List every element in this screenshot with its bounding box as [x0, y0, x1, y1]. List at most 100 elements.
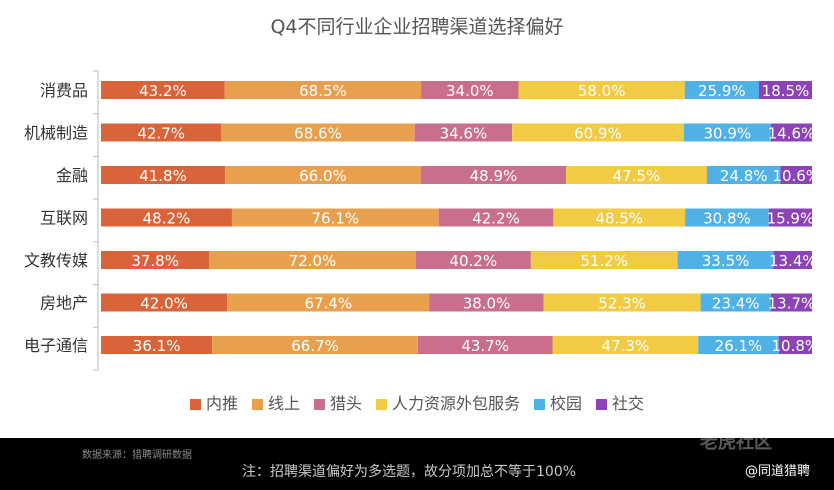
bar-segment [683, 123, 771, 142]
bar-segment [706, 166, 781, 184]
watermark-logo: 老虎社区 [700, 432, 772, 453]
bar-segment [770, 123, 812, 142]
bar-segment [415, 251, 531, 269]
data-label: 14.6% [768, 125, 816, 143]
data-label: 34.6% [440, 125, 488, 143]
legend-swatch [534, 399, 546, 410]
data-label: 67.4% [304, 295, 352, 313]
data-label: 30.8% [703, 210, 751, 228]
data-label: 13.7% [768, 295, 816, 313]
legend-swatch [375, 399, 387, 410]
data-label: 48.2% [143, 210, 191, 228]
bar-segment [438, 208, 554, 227]
data-label: 43.7% [461, 337, 509, 355]
bar-segment [700, 293, 771, 312]
bar-segment [224, 81, 422, 99]
category-label: 文教传媒 [24, 251, 88, 270]
bar-segment [553, 208, 686, 227]
data-label: 42.0% [140, 295, 188, 313]
data-label: 30.9% [703, 125, 751, 143]
data-label: 47.5% [613, 167, 661, 185]
data-label: 51.2% [580, 252, 628, 270]
bar-segment [758, 81, 812, 99]
data-label: 68.5% [299, 82, 347, 100]
bar-segment [773, 251, 812, 269]
category-label: 机械制造 [24, 124, 88, 143]
bar-segment [565, 166, 707, 184]
legend-label: 内推 [206, 394, 238, 413]
bar-segment [421, 81, 519, 99]
legend-label: 线上 [268, 394, 300, 413]
legend-swatch [313, 399, 325, 410]
data-label: 26.1% [715, 337, 763, 355]
category-label: 金融 [56, 166, 88, 185]
data-label: 42.2% [472, 210, 520, 228]
bar-segment [231, 208, 439, 227]
author-handle: @同道猎聘 [745, 464, 811, 479]
bar-segment [101, 293, 228, 312]
bar-segment [552, 336, 699, 354]
data-label: 47.3% [602, 337, 650, 355]
data-label: 38.0% [463, 295, 511, 313]
bar-segment [512, 123, 684, 142]
bar-segment [685, 208, 769, 227]
data-label: 58.0% [578, 82, 626, 100]
legend-label: 人力资源外包服务 [392, 394, 520, 413]
legend-swatch [189, 399, 201, 410]
bar-segment [101, 208, 232, 227]
footnote: 注：招聘渠道偏好为多选题，故分项加总不等于100% [242, 464, 577, 480]
data-label: 23.4% [712, 295, 760, 313]
bar-segment [209, 251, 416, 269]
bar-segment [530, 251, 678, 269]
bar-segment [684, 81, 759, 99]
legend-swatch [596, 399, 608, 410]
bar-segment [770, 293, 812, 312]
data-label: 48.9% [470, 167, 518, 185]
bar-segment [221, 123, 415, 142]
data-label: 36.1% [133, 337, 181, 355]
data-label: 68.6% [294, 125, 342, 143]
data-label: 37.8% [131, 252, 179, 270]
bar-segment [778, 336, 812, 354]
data-label: 15.9% [767, 210, 815, 228]
bar-segment [780, 166, 812, 184]
data-label: 10.6% [772, 167, 820, 185]
source-text: 数据来源：猎聘调研数据 [82, 450, 192, 461]
bar-segment [429, 293, 544, 312]
bar-segment [225, 166, 421, 184]
data-label: 40.2% [449, 252, 497, 270]
bar-segment [518, 81, 685, 99]
data-label: 34.0% [446, 82, 494, 100]
legend-label: 校园 [550, 394, 582, 413]
category-label: 消费品 [40, 81, 88, 100]
bar-segment [101, 336, 213, 354]
data-label: 42.7% [137, 125, 185, 143]
data-label: 66.7% [291, 337, 339, 355]
category-label: 互联网 [40, 209, 88, 228]
data-label: 10.8% [772, 337, 820, 355]
data-label: 41.8% [139, 167, 187, 185]
data-label: 60.9% [574, 125, 622, 143]
data-label: 52.3% [598, 295, 646, 313]
data-label: 76.1% [312, 210, 360, 228]
data-label: 43.2% [139, 82, 187, 100]
chart-title: Q4不同行业企业招聘渠道选择偏好 [270, 16, 563, 38]
legend-label: 社交 [612, 394, 644, 413]
legend-label: 猎头 [330, 394, 362, 413]
bar-segment [101, 123, 222, 142]
bar-segment [212, 336, 418, 354]
bar-segment [768, 208, 812, 227]
bar-segment [417, 336, 553, 354]
bar-segment [543, 293, 701, 312]
bar-segment [227, 293, 430, 312]
bar-segment [420, 166, 566, 184]
category-label: 房地产 [40, 294, 88, 313]
data-label: 25.9% [698, 82, 746, 100]
data-label: 33.5% [702, 252, 750, 270]
data-label: 18.5% [762, 82, 810, 100]
data-label: 13.4% [769, 252, 817, 270]
bar-segment [414, 123, 513, 142]
bar-segment [101, 251, 210, 269]
